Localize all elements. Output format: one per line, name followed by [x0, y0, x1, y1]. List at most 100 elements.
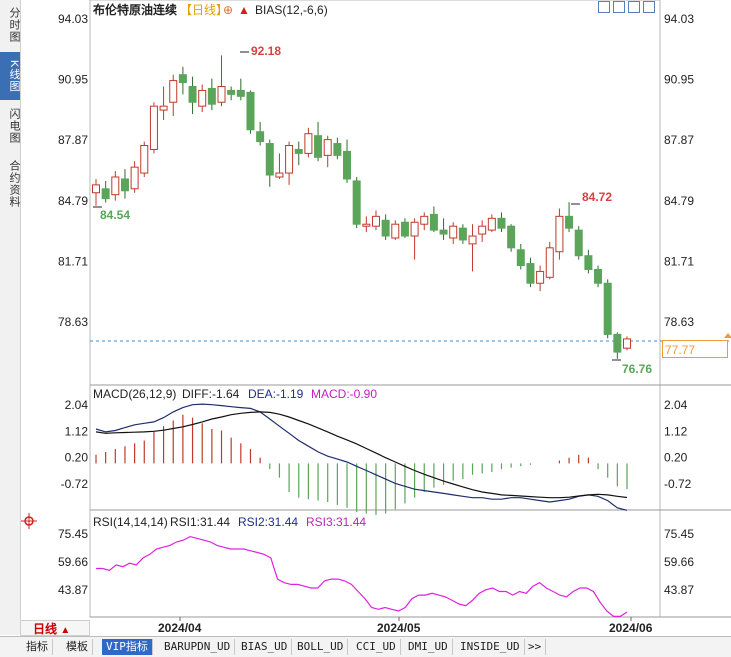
candle: [256, 121, 265, 146]
last-price-marker-icon: [724, 333, 731, 338]
candle: [594, 265, 603, 288]
instrument-name: 布伦特原油连续: [93, 2, 177, 17]
axis-label: -0.72: [61, 477, 89, 491]
svg-text:92.18: 92.18: [251, 44, 281, 58]
candle: [130, 161, 139, 193]
axis-label: 75.45: [58, 527, 88, 541]
period-button[interactable]: 日线 ▲: [20, 620, 90, 636]
axis-label: 81.71: [664, 254, 694, 268]
axis-label: 2.04: [65, 398, 89, 412]
chart-area[interactable]: 布伦特原油连续 【日线】 ⊕ ▲ BIAS(12,-6,6) 94.03 90.9…: [0, 0, 731, 636]
axis-label: 94.03: [58, 12, 88, 26]
candle: [217, 55, 226, 107]
candlestick-series: [92, 55, 631, 359]
candle: [603, 279, 612, 339]
tab-lightning[interactable]: 闪电图: [8, 108, 20, 144]
tab-cci[interactable]: CCI_UD: [352, 639, 401, 655]
candle: [613, 332, 622, 359]
macd-histogram: [95, 414, 628, 515]
side-tabs: 分时图 K线图 闪电图 合约资料: [0, 0, 21, 635]
candle: [429, 206, 438, 233]
macd-title: MACD(26,12,9): [93, 387, 176, 401]
candle: [449, 222, 458, 244]
settings-icon[interactable]: ⊕: [223, 3, 233, 17]
macd-dea-value: DEA:-1.19: [248, 387, 304, 401]
candle: [227, 86, 236, 101]
candle: [391, 220, 400, 240]
annotation-low-right: 76.76: [612, 359, 652, 376]
candle: [497, 212, 506, 233]
candle: [159, 86, 168, 120]
tab-boll[interactable]: BOLL_UD: [293, 639, 349, 655]
candle: [584, 249, 593, 274]
axis-label: 78.63: [664, 315, 694, 329]
last-price-box: 77.77: [662, 340, 728, 358]
more-tabs-button[interactable]: >>: [524, 639, 547, 655]
candle: [343, 139, 352, 183]
tab-bias[interactable]: BIAS_UD: [237, 639, 293, 655]
candle: [487, 214, 496, 233]
date-label-may: 2024/05: [377, 621, 421, 635]
axis-label: 43.87: [664, 583, 694, 597]
candle: [198, 84, 207, 113]
candle: [458, 224, 467, 244]
annotation-high: 92.18: [240, 44, 281, 58]
axis-label: 0.20: [664, 451, 688, 465]
candle: [120, 169, 129, 199]
axis-label: 59.66: [58, 555, 88, 569]
tab-timeshare[interactable]: 分时图: [8, 7, 20, 43]
candle: [304, 127, 313, 158]
candle: [420, 212, 429, 231]
tab-inside[interactable]: INSIDE_UD: [456, 639, 525, 655]
candle: [507, 224, 516, 252]
candle: [545, 241, 554, 280]
date-label-jun: 2024/06: [609, 621, 653, 635]
macd-axis-right: 2.04 1.12 0.20 -0.72: [664, 398, 692, 491]
tab-template[interactable]: 模板: [62, 639, 93, 655]
macd-diff-value: DIFF:-1.64: [182, 387, 240, 401]
axis-label: 1.12: [664, 424, 688, 438]
rsi1-value: RSI1:31.44: [170, 515, 230, 529]
candle: [314, 121, 323, 162]
rsi2-value: RSI2:31.44: [238, 515, 298, 529]
zoom-in-icon[interactable]: [613, 1, 625, 13]
candle: [623, 336, 631, 351]
axis-label: 78.63: [58, 315, 88, 329]
tab-contract-info[interactable]: 合约资料: [8, 160, 20, 208]
tab-barupdn[interactable]: BARUPDN_UD: [160, 639, 236, 655]
candle: [333, 137, 342, 160]
candle: [352, 176, 361, 229]
candle: [536, 265, 545, 292]
tab-indicator[interactable]: 指标: [22, 639, 53, 655]
candle: [574, 226, 583, 260]
candle: [362, 216, 371, 233]
rsi-settings-icon[interactable]: [21, 513, 37, 529]
candle: [111, 171, 120, 201]
layout-icon[interactable]: [643, 1, 655, 13]
candle: [400, 218, 409, 238]
candle: [478, 220, 487, 242]
axis-label: 2.04: [664, 398, 688, 412]
tab-dmi[interactable]: DMI_UD: [404, 639, 453, 655]
candle: [565, 202, 574, 233]
indicator-label: BIAS(12,-6,6): [255, 3, 328, 17]
move-icon[interactable]: [598, 1, 610, 13]
macd-macd-value: MACD:-0.90: [311, 387, 377, 401]
rsi-axis-left: 75.45 59.66 43.87: [58, 527, 88, 597]
candle: [285, 141, 294, 185]
zoom-out-icon[interactable]: [628, 1, 640, 13]
tab-vip-indicator[interactable]: VIP指标: [102, 639, 153, 655]
candle: [410, 218, 419, 260]
axis-label: 84.79: [664, 194, 694, 208]
tab-kline[interactable]: K线图: [0, 52, 20, 100]
rsi3-value: RSI3:31.44: [306, 515, 366, 529]
candle: [439, 218, 448, 240]
svg-text:84.72: 84.72: [582, 190, 612, 204]
candle: [101, 180, 110, 203]
candle: [516, 243, 525, 270]
candle: [188, 76, 197, 115]
svg-text:76.76: 76.76: [622, 362, 652, 376]
axis-label: 1.12: [65, 424, 89, 438]
candle: [236, 78, 245, 101]
macd-axis-left: 2.04 1.12 0.20 -0.72: [61, 398, 89, 491]
